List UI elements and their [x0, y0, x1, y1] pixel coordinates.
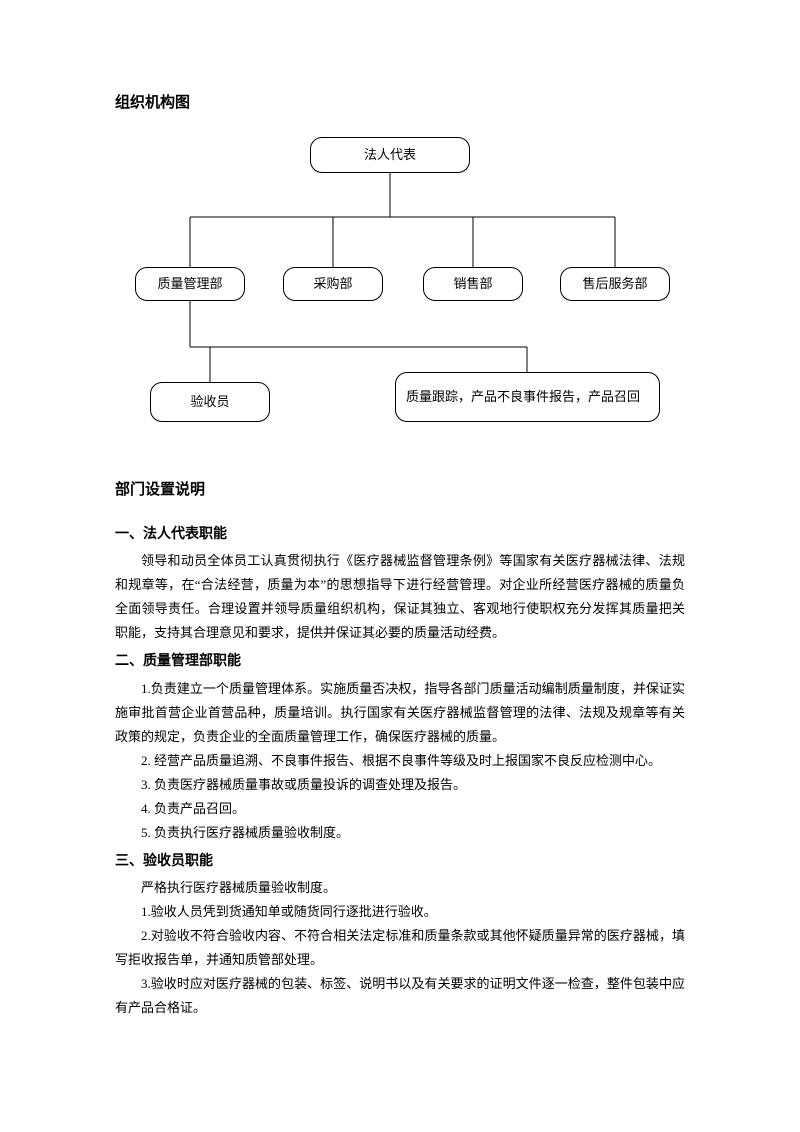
- sec3-item-2: 2.对验收不符合验收内容、不符合相关法定标准和质量条款或其他怀疑质量异常的医疗器…: [115, 924, 685, 972]
- node-tracking: 质量跟踪，产品不良事件报告，产品召回: [395, 372, 660, 422]
- section-title: 部门设置说明: [115, 477, 685, 504]
- sec1-title: 一、法人代表职能: [115, 522, 685, 547]
- sec2-item-3: 3. 负责医疗器械质量事故或质量投诉的调查处理及报告。: [115, 773, 685, 797]
- sec2-item-4: 4. 负责产品召回。: [115, 797, 685, 821]
- sec2-item-2: 2. 经营产品质量追溯、不良事件报告、根据不良事件等级及时上报国家不良反应检测中…: [115, 749, 685, 773]
- sec2-item-1: 1.负责建立一个质量管理体系。实施质量否决权，指导各部门质量活动编制质量制度，并…: [115, 677, 685, 749]
- chart-title: 组织机构图: [115, 90, 685, 117]
- org-chart: 法人代表 质量管理部 采购部 销售部 售后服务部 验收员 质量跟踪，产品不良事件…: [115, 137, 685, 447]
- node-purchase: 采购部: [283, 267, 383, 301]
- node-quality-mgmt: 质量管理部: [135, 267, 245, 301]
- sec3-intro: 严格执行医疗器械质量验收制度。: [115, 876, 685, 900]
- node-inspector: 验收员: [150, 382, 270, 422]
- sec2-title: 二、质量管理部职能: [115, 649, 685, 674]
- sec3-item-3: 3.验收时应对医疗器械的包装、标签、说明书以及有关要求的证明文件逐一检查，整件包…: [115, 972, 685, 1020]
- sec3-title: 三、验收员职能: [115, 849, 685, 874]
- sec1-para: 领导和动员全体员工认真贯彻执行《医疗器械监督管理条例》等国家有关医疗器械法律、法…: [115, 549, 685, 645]
- node-root: 法人代表: [310, 137, 470, 173]
- sec3-item-1: 1.验收人员凭到货通知单或随货同行逐批进行验收。: [115, 900, 685, 924]
- node-aftersales: 售后服务部: [560, 267, 670, 301]
- sec2-item-5: 5. 负责执行医疗器械质量验收制度。: [115, 821, 685, 845]
- node-sales: 销售部: [423, 267, 523, 301]
